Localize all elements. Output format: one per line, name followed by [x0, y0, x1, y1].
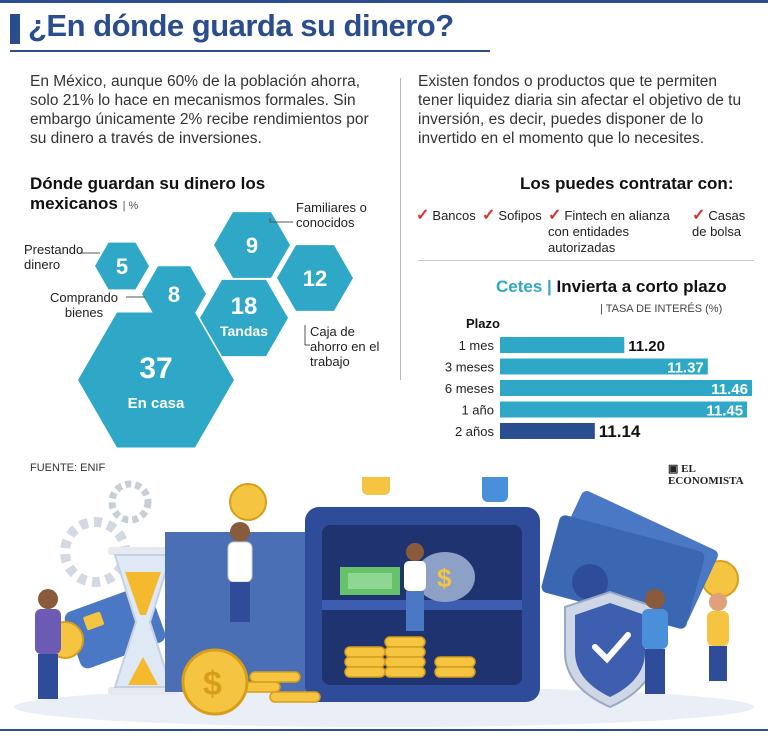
option-sofipos: ✓ Sofipos: [482, 208, 552, 224]
option-casas-de-bolsa: ✓ Casas de bolsa: [692, 208, 760, 240]
cetes-bar-4: [500, 423, 595, 439]
hex-chart-title-text: Dónde guardan su dinero los mexicanos: [30, 174, 266, 213]
cetes-bar-3: [500, 401, 748, 418]
cetes-category-label-4: 2 años: [455, 424, 495, 439]
hexagon-value-0: 5: [116, 254, 128, 279]
page-title: ¿En dónde guarda su dinero?: [28, 8, 454, 43]
cetes-axis-label: Plazo: [466, 316, 500, 331]
cetes-value-label-4: 11.14: [599, 422, 641, 441]
cetes-category-label-0: 1 mes: [459, 338, 495, 353]
hexagon-value-5: 37: [139, 352, 172, 385]
cetes-category-label-3: 1 año: [461, 403, 494, 418]
hexagon-1: [142, 266, 206, 322]
coin-icon: $: [181, 648, 249, 716]
source-text: FUENTE: ENIF: [30, 462, 106, 474]
hexagon-4: [277, 245, 353, 311]
cetes-value-label-1: 11.37: [667, 360, 704, 377]
hexagon-inside-label-3: Tandas: [220, 323, 268, 339]
check-icon: ✓: [548, 207, 562, 224]
cetes-bar-2: [500, 380, 752, 396]
option-bancos: ✓ Bancos: [416, 208, 486, 224]
hexagon-chart: 5 8 9 18 Tandas 12 37 En casa: [78, 212, 353, 448]
hex-label-caja: Caja de ahorro en el trabajo: [310, 324, 380, 369]
cetes-value-label-0: 11.20: [628, 338, 665, 355]
hexagon-leader-line-3: [304, 325, 310, 346]
hex-chart-unit: | %: [122, 200, 139, 212]
hex-label-prestando: Prestando dinero: [24, 242, 84, 272]
cetes-chart-title: Cetes | Invierta a corto plazo: [496, 277, 727, 296]
cetes-bar-0: [500, 337, 625, 353]
option-fintech: ✓ Fintech en alianza con entidades autori…: [548, 208, 688, 256]
cetes-bar-chart: 1 mes 11.20 3 meses 11.37 6 meses 11.46 1 año 1…: [445, 337, 752, 441]
cetes-chart-subtitle: | TASA DE INTERÉS (%): [600, 303, 723, 315]
hexagon-0: [95, 242, 149, 290]
hexagon-3: [200, 279, 288, 357]
hex-label-comprando: Comprando bienes: [50, 290, 118, 320]
check-icon: ✓: [482, 207, 496, 224]
hexagon-value-2: 9: [246, 233, 258, 258]
hex-chart-title: Dónde guardan su dinero los mexicanos | …: [30, 174, 290, 216]
money-bag-icon: $: [415, 552, 475, 602]
hexagon-value-1: 8: [168, 282, 180, 307]
hexagon-inside-label-5: En casa: [128, 395, 185, 412]
bottom-border: [0, 729, 768, 731]
option-label: Fintech en alianza con entidades autoriz…: [548, 208, 670, 255]
hexagon-5: [78, 312, 234, 448]
hex-label-familiares: Familiares o conocidos: [296, 200, 367, 230]
brand-name: EL ECONOMISTA: [668, 463, 744, 487]
column-divider: [400, 78, 401, 380]
hexagon-value-4: 12: [303, 266, 327, 291]
cetes-bar-1: [500, 358, 708, 375]
hex-chart-unit-value: %: [128, 200, 139, 212]
hexagon-leader-line-2: [269, 218, 293, 223]
svg-text:$: $: [203, 665, 222, 703]
cetes-category-label-2: 6 meses: [445, 381, 495, 396]
coin-icon: [229, 483, 267, 521]
option-label: Bancos: [432, 208, 476, 223]
brand-logo: ▣ EL ECONOMISTA: [668, 463, 744, 487]
illustration: $ $: [14, 477, 754, 727]
check-icon: ✓: [692, 207, 706, 224]
person-icon: [35, 477, 729, 699]
option-label: Sofipos: [498, 208, 542, 223]
cetes-value-label-2: 11.46: [711, 381, 748, 398]
shield-icon: [564, 590, 656, 709]
hexagon-2: [214, 212, 290, 278]
hexagon-value-3: 18: [231, 293, 258, 320]
cetes-title-text: Invierta a corto plazo: [556, 277, 727, 296]
check-icon: ✓: [416, 207, 430, 224]
top-border: [0, 0, 768, 3]
gear-icon: [108, 480, 152, 524]
hourglass-icon: [108, 547, 178, 695]
section-divider: [418, 260, 754, 261]
option-label: Casas de bolsa: [692, 208, 746, 239]
intro-left-text: En México, aunque 60% de la población ah…: [30, 73, 369, 147]
cetes-value-label-3: 11.45: [706, 403, 743, 420]
cetes-category-label-1: 3 meses: [445, 360, 495, 375]
title-accent-bar: [10, 14, 20, 44]
intro-right-text: Existen fondos o productos que te permit…: [418, 73, 742, 147]
svg-text:$: $: [437, 563, 452, 593]
title-underline: [10, 50, 490, 52]
contratar-title: Los puedes contratar con:: [520, 174, 734, 193]
cetes-title-prefix: Cetes: [496, 277, 543, 296]
